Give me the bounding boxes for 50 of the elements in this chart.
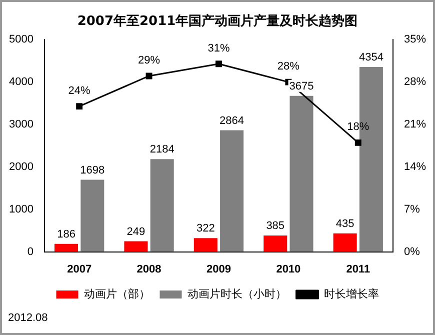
y-tick-label: 5000 — [8, 34, 34, 46]
data-label: 2184 — [150, 144, 174, 156]
bar — [220, 130, 244, 252]
y2-tick-label: 14% — [404, 160, 426, 173]
point — [76, 103, 83, 110]
y-tick-label: 2000 — [8, 160, 34, 173]
data-label: 18% — [347, 121, 370, 134]
y-tick-label: 4000 — [8, 76, 34, 88]
bar — [80, 180, 104, 252]
data-label: 3675 — [289, 80, 314, 92]
text: 2012.08 — [8, 312, 48, 324]
y2-tick-label: 35% — [404, 34, 426, 46]
chart-title: 2007年至2011年国产动画片产量及时长趋势图 — [77, 13, 358, 30]
bar — [264, 235, 288, 252]
legend-label: 动画片（部） — [84, 287, 150, 300]
legend-label: 时长增长率 — [324, 287, 379, 300]
point — [146, 72, 152, 80]
x-tick-label: 2011 — [346, 263, 370, 276]
data-label: 322 — [196, 222, 215, 235]
data-label: 28% — [277, 60, 300, 73]
bar — [54, 244, 78, 252]
data-label: 249 — [126, 226, 146, 238]
data-label: 4354 — [358, 52, 384, 64]
x-tick-label: 2010 — [276, 263, 301, 276]
data-label: 435 — [336, 218, 354, 230]
y2-tick-label: 7% — [404, 203, 420, 216]
x-tick-label: 2009 — [206, 263, 231, 276]
x-tick-label: 2007 — [67, 263, 92, 276]
data-label: 2864 — [220, 114, 244, 127]
data-label: 186 — [57, 228, 76, 240]
data-label: 24% — [68, 84, 91, 97]
bar — [194, 238, 218, 252]
legend-label: 动画片时长（小时） — [187, 287, 286, 300]
bar — [150, 159, 174, 252]
x-tick-label: 2008 — [136, 263, 162, 276]
y2-tick-label: 28% — [404, 76, 426, 88]
y-tick-label: 3000 — [8, 118, 34, 131]
bar — [333, 233, 357, 252]
y2-tick-label: 21% — [404, 118, 426, 131]
y-tick-label: 1000 — [8, 203, 34, 216]
bar — [124, 241, 148, 252]
point — [216, 60, 222, 68]
data-label: 385 — [266, 220, 285, 232]
y-tick-label: 0 — [27, 246, 34, 258]
point — [354, 139, 362, 146]
data-label: 29% — [138, 54, 160, 67]
data-label: 31% — [208, 42, 230, 54]
data-label: 1698 — [80, 164, 105, 176]
bar — [290, 96, 314, 252]
y2-tick-label: 0% — [404, 246, 420, 258]
